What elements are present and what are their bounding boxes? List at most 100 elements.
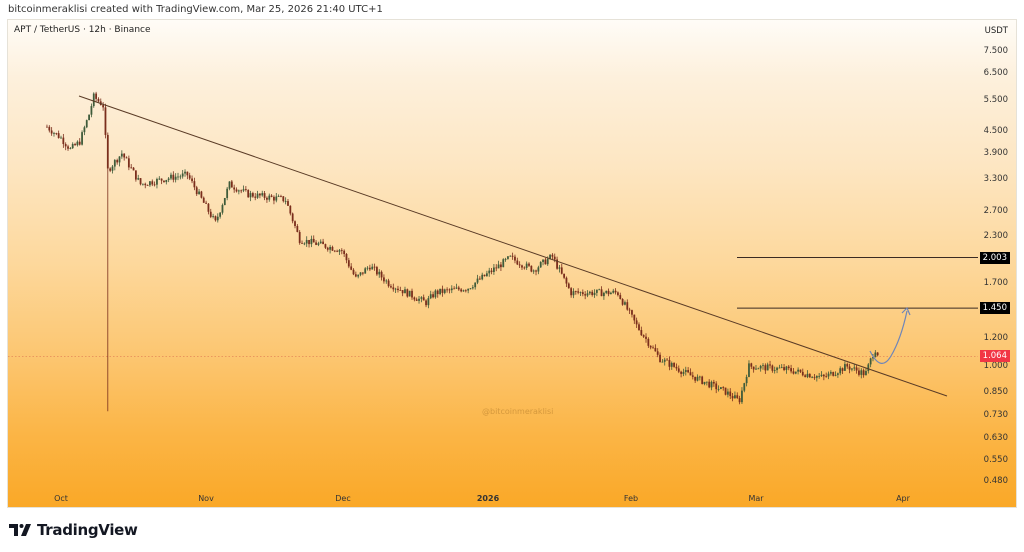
candle-body <box>504 258 507 260</box>
candle-body <box>661 361 664 363</box>
candle-body <box>836 373 839 375</box>
candle-body <box>298 231 301 243</box>
candle-body <box>383 277 385 282</box>
candle-body <box>696 376 699 381</box>
descending-trendline <box>78 95 948 397</box>
candle-body <box>493 267 495 272</box>
candle-body <box>518 264 521 266</box>
candle-body <box>324 244 327 248</box>
candle-body <box>748 363 750 377</box>
time-axis[interactable]: Oct Nov Dec 2026 Feb Mar Apr <box>8 489 978 507</box>
candle-body <box>773 370 776 371</box>
candle-body <box>170 174 172 179</box>
candle-body <box>727 391 729 395</box>
candle-body <box>703 381 706 384</box>
candle-body <box>783 367 785 371</box>
candle-body <box>186 171 189 176</box>
candle-body <box>165 179 168 183</box>
candle-body <box>656 351 659 355</box>
candle-body <box>113 160 116 167</box>
candle-body <box>865 371 867 376</box>
candle-body <box>755 368 757 370</box>
candle-body <box>876 352 879 356</box>
candle-body <box>266 197 268 200</box>
candlestick-plot[interactable] <box>8 20 1017 508</box>
candle-body <box>694 376 697 381</box>
candle-body <box>411 290 413 298</box>
tradingview-logo[interactable]: TradingView <box>9 521 138 539</box>
candle-body <box>743 383 746 391</box>
candle-body <box>364 268 367 274</box>
candle-body <box>598 289 601 291</box>
candle-body <box>102 105 105 108</box>
candle-body <box>607 290 610 295</box>
level-tag-lower: 1.450 <box>979 302 1010 315</box>
projection-arrow <box>869 310 908 364</box>
candle-body <box>76 141 79 146</box>
currency-unit[interactable]: USDT <box>984 26 1008 36</box>
candle-body <box>385 280 388 282</box>
candle-body <box>244 189 247 191</box>
candle-body <box>467 288 470 291</box>
candle-body <box>752 366 755 370</box>
price-tick: 0.730 <box>983 410 1008 421</box>
watermark: @bitcoinmeraklisi <box>482 407 554 416</box>
price-axis[interactable]: USDT 7.500 6.500 5.500 4.500 3.900 3.300 2.700… <box>976 20 1016 490</box>
candle-body <box>855 367 858 371</box>
candle-body <box>677 368 680 372</box>
candle-body <box>132 167 135 171</box>
candle-body <box>785 366 788 371</box>
candle-body <box>649 345 652 348</box>
candle-body <box>202 197 205 203</box>
candle-body <box>834 374 837 376</box>
candle-body <box>673 363 675 367</box>
price-tick: 7.500 <box>983 46 1008 56</box>
candle-body <box>799 369 802 372</box>
candle-body <box>336 250 339 252</box>
candle-body <box>235 189 238 192</box>
candle-body <box>446 289 449 291</box>
candle-body <box>368 267 371 270</box>
candle-body <box>305 239 308 244</box>
candle-body <box>815 375 818 378</box>
candle-body <box>535 270 537 272</box>
candle-body <box>308 239 310 245</box>
time-tick: Apr <box>896 494 910 503</box>
candle-body <box>230 181 233 188</box>
candle-body <box>584 294 587 296</box>
chart-panel[interactable]: APT / TetherUS · 12h · Binance @bitcoinm… <box>7 19 1017 508</box>
candle-body <box>310 238 313 245</box>
candle-body <box>228 181 231 189</box>
candle-body <box>869 358 872 365</box>
candle-body <box>303 243 306 245</box>
price-tick: 5.500 <box>983 94 1008 105</box>
candle-body <box>495 267 498 269</box>
symbol-title: APT / TetherUS · 12h · Binance <box>14 25 151 35</box>
candle-body <box>600 289 603 297</box>
candle-body <box>698 376 701 378</box>
candle-body <box>251 193 254 197</box>
candle-body <box>675 366 678 369</box>
candle-body <box>806 373 809 377</box>
candle-body <box>626 302 629 310</box>
candle-body <box>450 288 453 291</box>
candle-body <box>666 359 668 361</box>
candle-body <box>69 148 72 149</box>
level-tag-upper: 2.003 <box>979 251 1010 264</box>
projection-arrowhead <box>901 306 911 316</box>
candle-body <box>90 106 93 115</box>
candle-body <box>549 254 551 259</box>
candle-body <box>801 371 804 376</box>
candle-body <box>67 146 69 149</box>
candle-body <box>848 366 851 370</box>
candle-body <box>689 372 692 376</box>
candle-body <box>542 259 544 262</box>
candle-body <box>521 265 523 268</box>
candle-body <box>376 267 378 275</box>
candle-body <box>729 391 732 397</box>
candle-body <box>874 352 877 358</box>
candle-body <box>191 178 193 182</box>
candle-body <box>530 265 533 272</box>
candle-body <box>48 126 51 131</box>
candle-body <box>296 226 299 232</box>
